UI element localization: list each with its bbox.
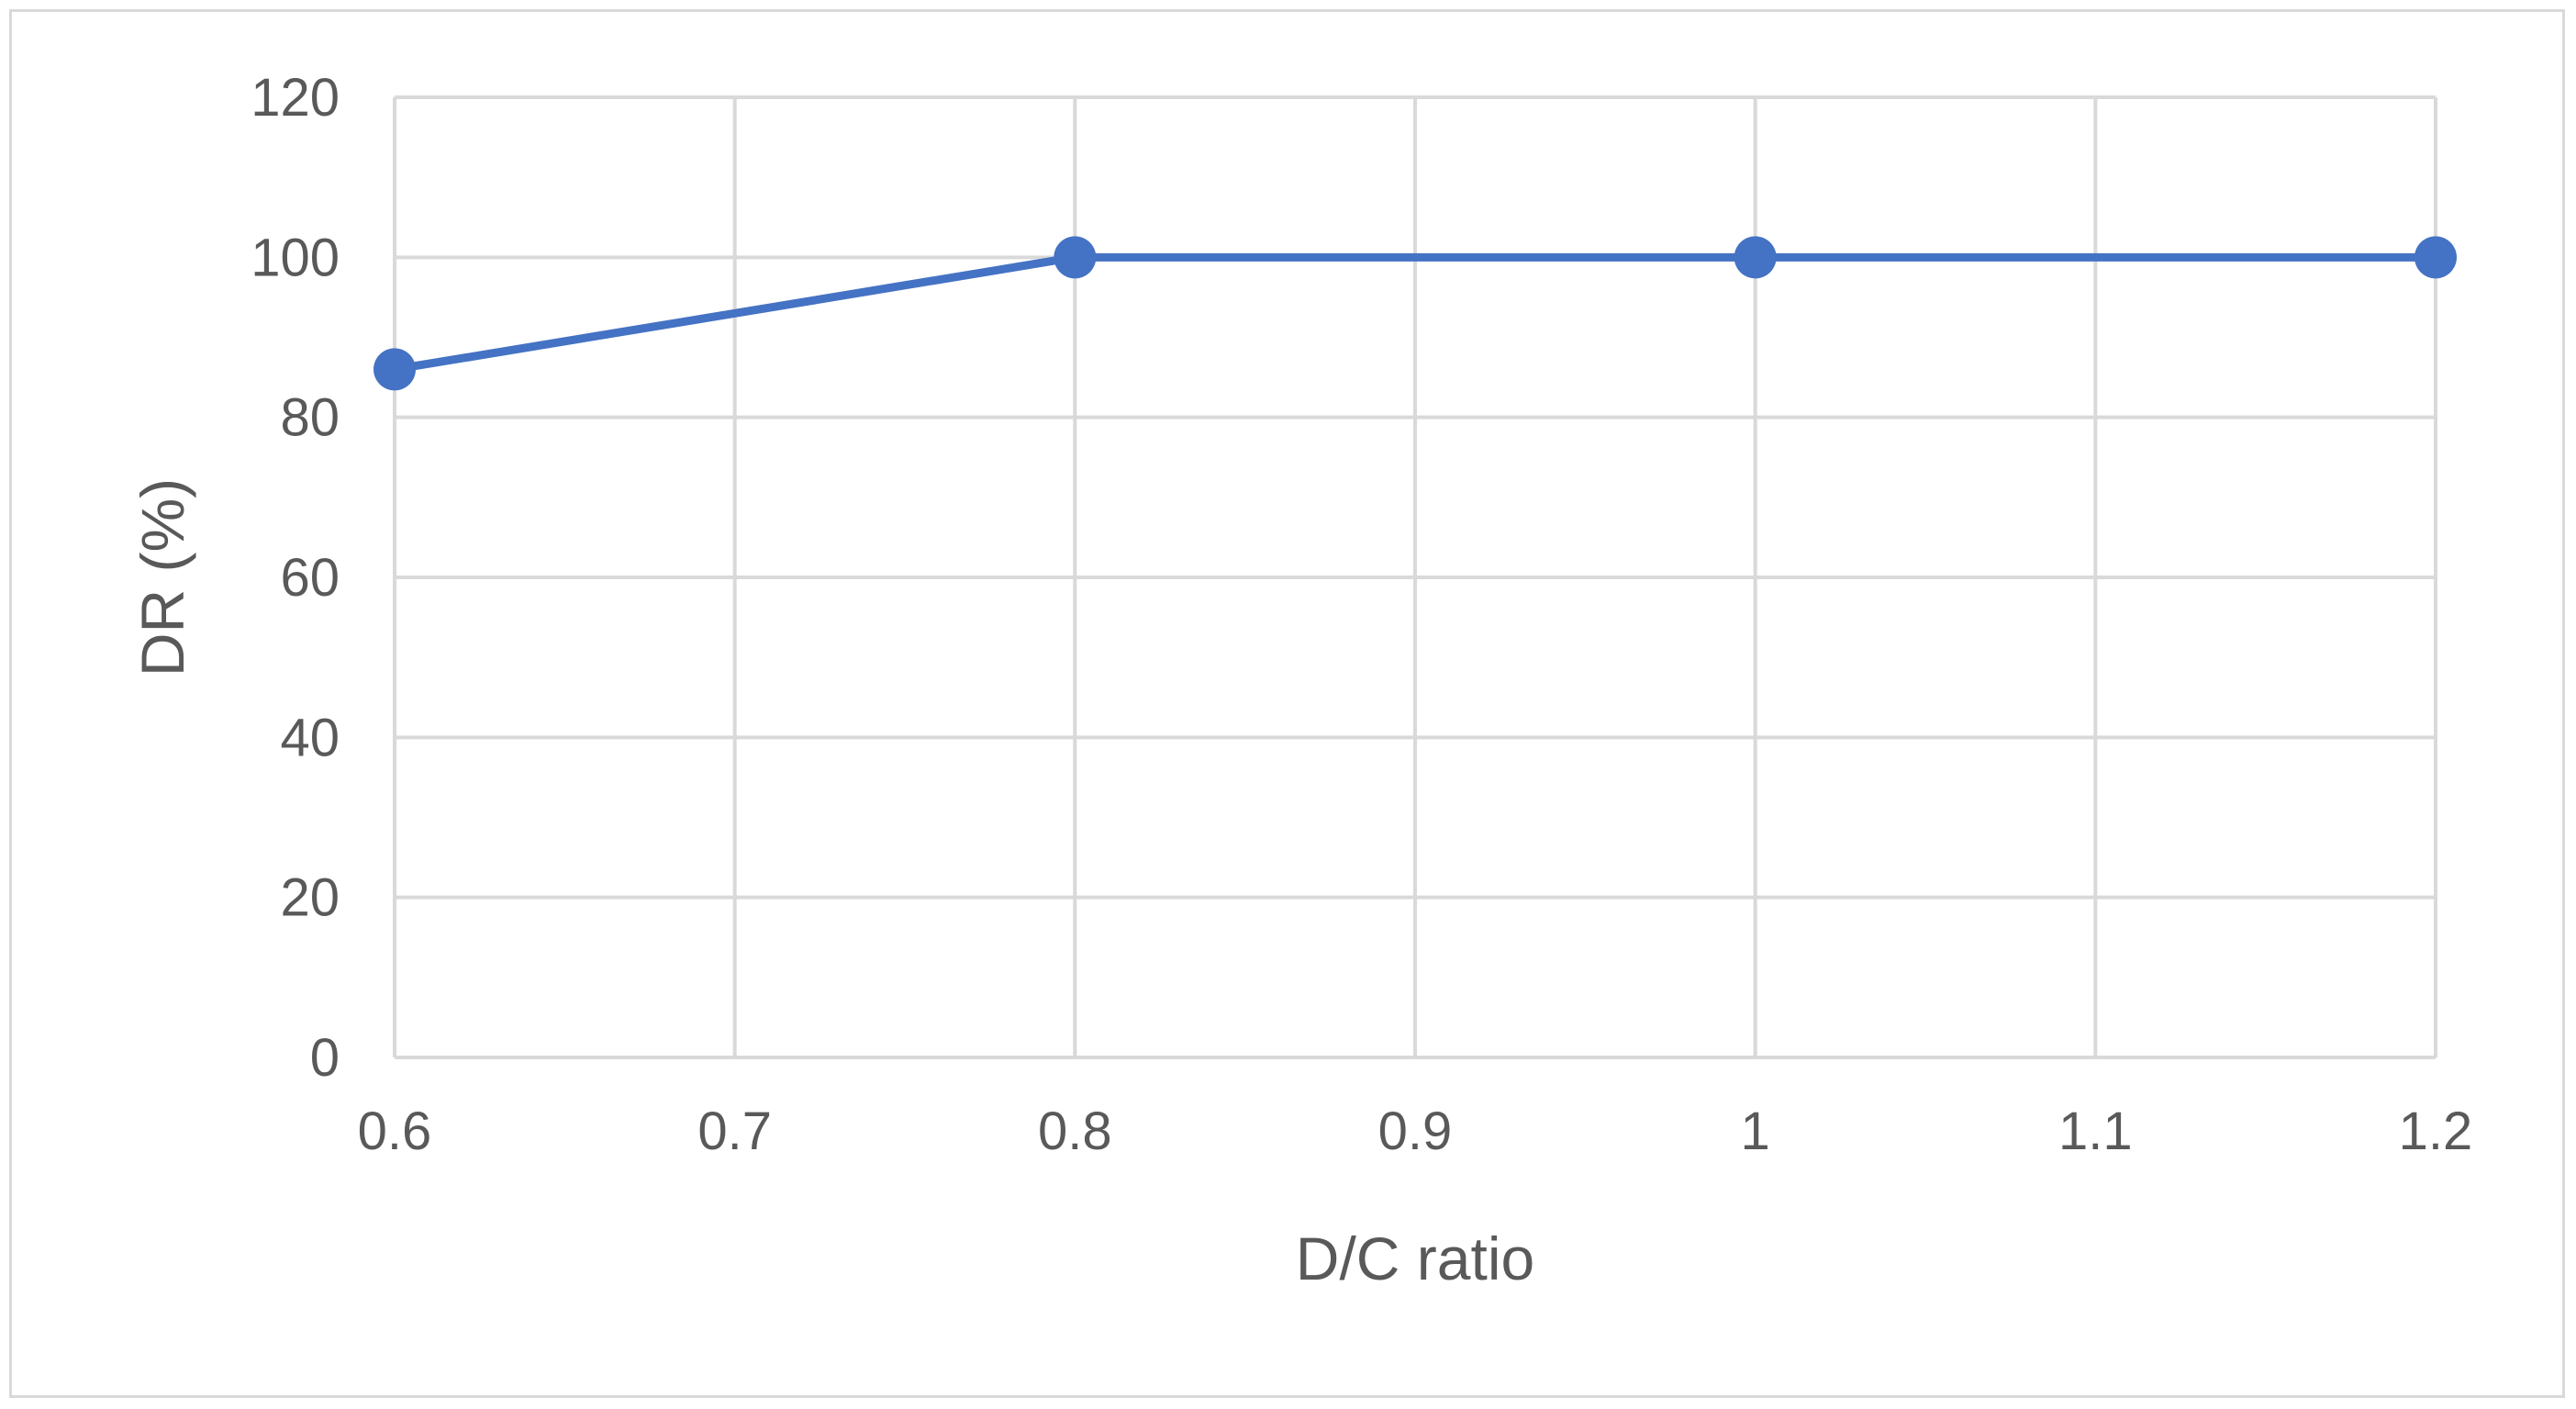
- chart-frame: [9, 9, 2565, 1398]
- x-tick-label: 1.1: [2058, 1101, 2133, 1161]
- data-point-marker: [374, 348, 416, 391]
- y-tick-label: 80: [280, 388, 340, 448]
- data-point-marker: [2414, 236, 2457, 279]
- x-tick-label: 0.6: [358, 1101, 432, 1161]
- x-tick-label: 0.9: [1378, 1101, 1453, 1161]
- data-point-marker: [1054, 236, 1097, 279]
- x-tick-label: 1: [1741, 1101, 1770, 1161]
- x-tick-label: 1.2: [2399, 1101, 2473, 1161]
- y-tick-label: 40: [280, 708, 340, 767]
- y-tick-label: 20: [280, 868, 340, 928]
- series-group: [374, 236, 2457, 391]
- y-tick-label: 120: [251, 68, 340, 128]
- x-axis-tick-labels: 0.6 0.7 0.8 0.9 1 1.1 1.2: [358, 1101, 2473, 1161]
- data-point-marker: [1734, 236, 1777, 279]
- y-tick-label: 100: [251, 228, 340, 287]
- y-tick-label: 0: [310, 1028, 340, 1088]
- x-axis-title: D/C ratio: [1296, 1224, 1534, 1292]
- series-line: [394, 252, 2436, 374]
- x-tick-label: 0.8: [1038, 1101, 1112, 1161]
- grid-lines: [393, 95, 2437, 1059]
- y-axis-tick-labels: 0 20 40 60 80 100 120: [251, 68, 340, 1088]
- y-tick-label: 60: [280, 548, 340, 608]
- y-axis-title: DR (%): [128, 478, 196, 677]
- x-tick-label: 0.7: [697, 1101, 772, 1161]
